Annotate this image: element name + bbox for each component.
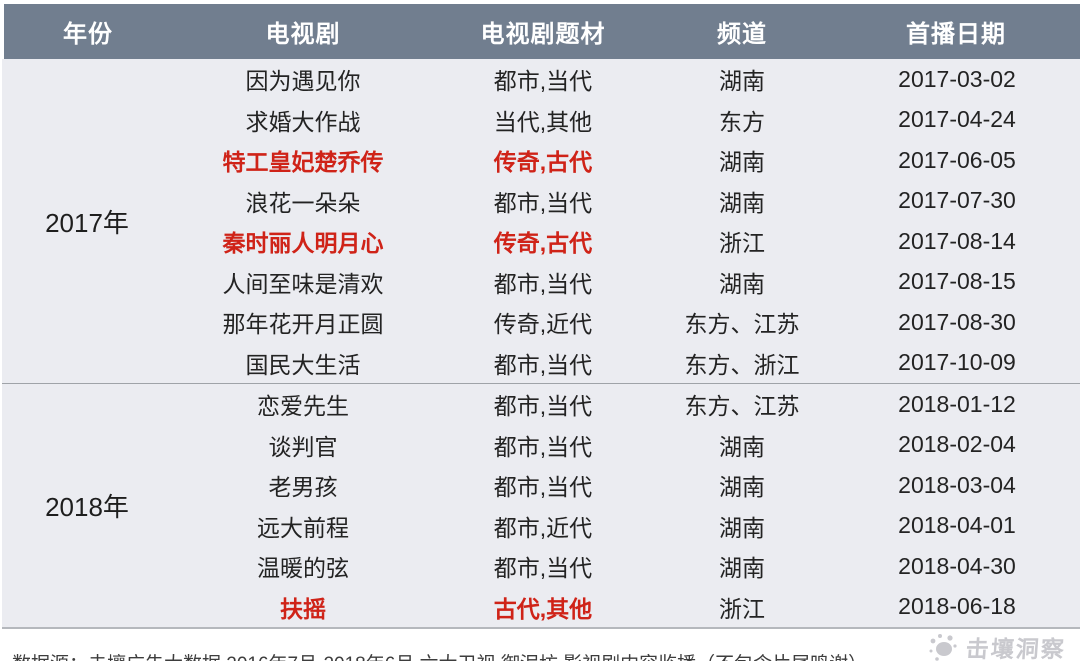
table-row: 2018年 恋爱先生 都市,当代 东方、江苏 2018-01-12 (2, 383, 1080, 628)
footer: 数据源：击壤广告大数据 2016年7月-2018年6月 六大卫视 御泥坊 影视剧… (0, 629, 1080, 661)
table-header: 年份 电视剧 电视剧题材 频道 首播日期 (0, 0, 1080, 59)
drama-channel: 湖南 (652, 140, 832, 181)
drama-date: 2018-06-18 (832, 586, 1080, 628)
year-cell: 2018年 (2, 383, 172, 628)
drama-date: 2017-08-15 (832, 261, 1080, 302)
drama-channel: 东方 (652, 99, 832, 140)
drama-genre: 当代,其他 (434, 99, 652, 140)
col-header-genre: 电视剧题材 (434, 0, 652, 59)
table-row: 扶摇 古代,其他 浙江 2018-06-18 (2, 586, 1080, 628)
drama-genre: 古代,其他 (434, 586, 652, 628)
drama-genre: 都市,当代 (434, 546, 652, 587)
drama-title: 那年花开月正圆 (172, 302, 434, 343)
year-group-2017: 2017年 因为遇见你 都市,当代 湖南 2017-03-02 求婚大作战 当代… (2, 59, 1080, 384)
table-row: 特工皇妃楚乔传 传奇,古代 湖南 2017-06-05 (2, 140, 1080, 181)
drama-channel: 湖南 (652, 546, 832, 587)
drama-channel: 湖南 (652, 465, 832, 506)
table-row: 浪花一朵朵 都市,当代 湖南 2017-07-30 (2, 180, 1080, 221)
drama-title: 国民大生活 (172, 342, 434, 384)
table-row: 远大前程 都市,近代 湖南 2018-04-01 (2, 505, 1080, 546)
table-row: 谈判官 都市,当代 湖南 2018-02-04 (2, 424, 1080, 465)
table-row: 2017年 因为遇见你 都市,当代 湖南 2017-03-02 (2, 59, 1080, 384)
drama-channel: 湖南 (652, 59, 832, 100)
drama-genre: 传奇,古代 (434, 221, 652, 262)
table-row: 那年花开月正圆 传奇,近代 东方、江苏 2017-08-30 (2, 302, 1080, 343)
drama-genre: 都市,当代 (434, 424, 652, 465)
drama-genre: 都市,当代 (434, 261, 652, 302)
drama-table: 年份 电视剧 电视剧题材 频道 首播日期 2017年 因为遇见你 都市,当代 湖… (0, 0, 1080, 629)
drama-date: 2017-06-05 (832, 140, 1080, 181)
drama-channel: 浙江 (652, 586, 832, 628)
drama-title: 秦时丽人明月心 (172, 221, 434, 262)
drama-title: 因为遇见你 (172, 59, 434, 100)
drama-date: 2018-03-04 (832, 465, 1080, 506)
table-row: 求婚大作战 当代,其他 东方 2017-04-24 (2, 99, 1080, 140)
drama-genre: 都市,近代 (434, 505, 652, 546)
drama-date: 2017-08-14 (832, 221, 1080, 262)
drama-title: 谈判官 (172, 424, 434, 465)
drama-date: 2017-03-02 (832, 59, 1080, 100)
drama-channel: 湖南 (652, 261, 832, 302)
col-header-channel: 频道 (652, 0, 832, 59)
drama-channel: 浙江 (652, 221, 832, 262)
drama-date: 2017-10-09 (832, 342, 1080, 384)
drama-genre: 都市,当代 (434, 465, 652, 506)
drama-title: 恋爱先生 (172, 383, 434, 425)
drama-date: 2017-08-30 (832, 302, 1080, 343)
drama-genre: 都市,当代 (434, 342, 652, 384)
drama-channel: 湖南 (652, 180, 832, 221)
drama-title: 求婚大作战 (172, 99, 434, 140)
table-row: 国民大生活 都市,当代 东方、浙江 2017-10-09 (2, 342, 1080, 384)
drama-title: 浪花一朵朵 (172, 180, 434, 221)
drama-title: 温暖的弦 (172, 546, 434, 587)
drama-title: 扶摇 (172, 586, 434, 628)
drama-date: 2017-07-30 (832, 180, 1080, 221)
drama-date: 2017-04-24 (832, 99, 1080, 140)
drama-genre: 都市,当代 (434, 383, 652, 425)
ink-splash-icon (924, 629, 960, 661)
drama-title: 特工皇妃楚乔传 (172, 140, 434, 181)
table-row: 人间至味是清欢 都市,当代 湖南 2017-08-15 (2, 261, 1080, 302)
watermark-label: 击壤洞察 (964, 636, 1067, 661)
col-header-year: 年份 (0, 0, 172, 59)
drama-genre: 传奇,近代 (434, 302, 652, 343)
drama-channel: 东方、浙江 (652, 342, 832, 384)
drama-date: 2018-04-30 (832, 546, 1080, 587)
drama-genre: 传奇,古代 (434, 140, 652, 181)
col-header-date: 首播日期 (832, 0, 1080, 59)
brand-watermark: 击壤洞察 (924, 629, 1067, 661)
drama-channel: 东方、江苏 (652, 383, 832, 425)
drama-date: 2018-01-12 (832, 383, 1080, 425)
drama-genre: 都市,当代 (434, 180, 652, 221)
table-row: 秦时丽人明月心 传奇,古代 浙江 2017-08-14 (2, 221, 1080, 262)
drama-title: 远大前程 (172, 505, 434, 546)
drama-date: 2018-04-01 (832, 505, 1080, 546)
col-header-title: 电视剧 (172, 0, 434, 59)
drama-date: 2018-02-04 (832, 424, 1080, 465)
drama-channel: 东方、江苏 (652, 302, 832, 343)
table-row: 温暖的弦 都市,当代 湖南 2018-04-30 (2, 546, 1080, 587)
data-source-note: 数据源：击壤广告大数据 2016年7月-2018年6月 六大卫视 御泥坊 影视剧… (12, 649, 867, 661)
table-row: 老男孩 都市,当代 湖南 2018-03-04 (2, 465, 1080, 506)
drama-title: 人间至味是清欢 (172, 261, 434, 302)
drama-channel: 湖南 (652, 424, 832, 465)
year-group-2018: 2018年 恋爱先生 都市,当代 东方、江苏 2018-01-12 谈判官 都市… (2, 383, 1080, 628)
drama-title: 老男孩 (172, 465, 434, 506)
drama-channel: 湖南 (652, 505, 832, 546)
drama-genre: 都市,当代 (434, 59, 652, 100)
year-cell: 2017年 (2, 59, 172, 384)
